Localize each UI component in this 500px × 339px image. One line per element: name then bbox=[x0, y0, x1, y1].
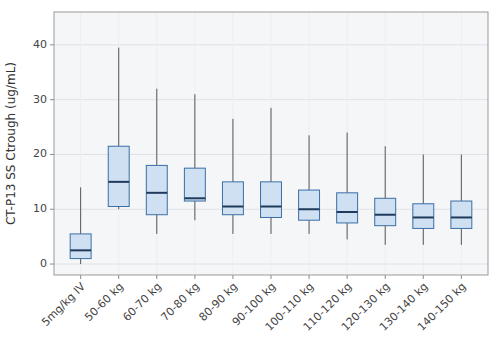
y-tick bbox=[50, 209, 54, 210]
box bbox=[108, 146, 129, 206]
x-tick bbox=[118, 275, 119, 279]
x-tick-label: 5mg/kg IV bbox=[39, 280, 88, 329]
plot-area bbox=[54, 12, 488, 275]
lower-whisker bbox=[309, 220, 310, 234]
box bbox=[70, 234, 91, 259]
x-axis: 5mg/kg IV50-60 kg60-70 kg70-80 kg80-90 k… bbox=[39, 275, 469, 334]
median bbox=[413, 216, 434, 218]
upper-whisker bbox=[461, 154, 462, 201]
y-tick-label: 40 bbox=[33, 38, 47, 51]
upper-whisker bbox=[347, 133, 348, 193]
y-axis: 0 10 20 30 40 bbox=[33, 38, 54, 270]
upper-whisker bbox=[194, 94, 195, 168]
x-tick bbox=[347, 275, 348, 279]
x-grid-line bbox=[461, 12, 462, 275]
lower-whisker bbox=[423, 228, 424, 244]
median bbox=[184, 197, 205, 199]
y-tick-label: 20 bbox=[33, 147, 47, 160]
x-grid-line bbox=[271, 12, 272, 275]
grid bbox=[54, 12, 488, 275]
y-tick bbox=[50, 99, 54, 100]
x-grid-line bbox=[347, 12, 348, 275]
median bbox=[375, 214, 396, 216]
box bbox=[299, 190, 320, 220]
box-group bbox=[261, 108, 282, 234]
x-grid-line bbox=[118, 12, 119, 275]
median bbox=[70, 249, 91, 251]
upper-whisker bbox=[156, 89, 157, 166]
boxes bbox=[70, 48, 472, 264]
lower-whisker bbox=[156, 215, 157, 234]
box bbox=[184, 168, 205, 201]
y-tick-label: 30 bbox=[33, 93, 47, 106]
lower-whisker bbox=[194, 201, 195, 220]
x-grid-line bbox=[194, 12, 195, 275]
upper-whisker bbox=[423, 154, 424, 203]
upper-whisker bbox=[80, 187, 81, 234]
x-grid-line bbox=[423, 12, 424, 275]
plot-frame bbox=[54, 12, 488, 275]
x-tick-label: 140-150 kg bbox=[415, 280, 469, 334]
median bbox=[299, 208, 320, 210]
box-group bbox=[413, 154, 434, 244]
x-tick-label: 50-60 kg bbox=[82, 280, 126, 324]
box bbox=[413, 204, 434, 229]
lower-whisker bbox=[232, 215, 233, 234]
y-tick bbox=[50, 264, 54, 265]
x-tick-label: 70-80 kg bbox=[158, 280, 202, 324]
box-group bbox=[337, 133, 358, 240]
y-tick bbox=[50, 44, 54, 45]
lower-whisker bbox=[271, 217, 272, 233]
box bbox=[146, 165, 167, 214]
lower-whisker bbox=[80, 259, 81, 264]
x-tick bbox=[461, 275, 462, 279]
box-group bbox=[70, 187, 91, 264]
median bbox=[146, 192, 167, 194]
upper-whisker bbox=[309, 135, 310, 190]
box-group bbox=[375, 146, 396, 245]
box-group bbox=[222, 119, 243, 234]
x-tick bbox=[423, 275, 424, 279]
y-axis-label: CT-P13 SS Ctrough (ug/mL) bbox=[4, 62, 18, 225]
x-tick bbox=[156, 275, 157, 279]
x-grid-line bbox=[232, 12, 233, 275]
chart: 0 10 20 30 40 CT-P13 SS Ctrough (ug/mL) 5mg/kg… bbox=[0, 0, 500, 339]
lower-whisker bbox=[385, 226, 386, 245]
upper-whisker bbox=[118, 48, 119, 147]
box bbox=[222, 182, 243, 215]
upper-whisker bbox=[271, 108, 272, 182]
x-grid-line bbox=[309, 12, 310, 275]
box bbox=[261, 182, 282, 218]
x-tick bbox=[271, 275, 272, 279]
y-tick-label: 10 bbox=[33, 202, 47, 215]
x-tick bbox=[309, 275, 310, 279]
box-group bbox=[299, 135, 320, 234]
median bbox=[108, 181, 129, 183]
median bbox=[337, 211, 358, 213]
median bbox=[451, 216, 472, 218]
box bbox=[375, 198, 396, 225]
box-group bbox=[146, 89, 167, 234]
x-tick bbox=[385, 275, 386, 279]
box-group bbox=[451, 154, 472, 244]
x-tick bbox=[194, 275, 195, 279]
y-tick bbox=[50, 154, 54, 155]
y-tick-label: 0 bbox=[40, 257, 47, 270]
x-grid-line bbox=[156, 12, 157, 275]
box bbox=[337, 193, 358, 223]
median bbox=[222, 206, 243, 208]
x-grid-line bbox=[385, 12, 386, 275]
x-tick bbox=[80, 275, 81, 279]
upper-whisker bbox=[385, 146, 386, 198]
box-group bbox=[108, 48, 129, 210]
median bbox=[261, 206, 282, 208]
x-tick bbox=[232, 275, 233, 279]
x-tick-label: 60-70 kg bbox=[120, 280, 164, 324]
lower-whisker bbox=[347, 223, 348, 239]
box bbox=[451, 201, 472, 228]
lower-whisker bbox=[461, 228, 462, 244]
upper-whisker bbox=[232, 119, 233, 182]
box-group bbox=[184, 94, 205, 220]
